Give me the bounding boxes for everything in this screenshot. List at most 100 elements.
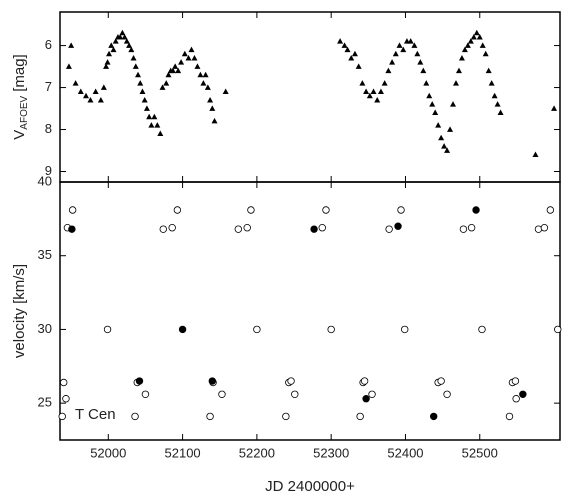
data-point xyxy=(169,67,176,74)
data-point xyxy=(392,50,399,57)
data-point xyxy=(444,147,451,153)
data-point xyxy=(511,377,520,385)
data-point xyxy=(178,325,187,334)
data-point xyxy=(110,46,117,53)
x-axis-title: JD 2400000+ xyxy=(265,478,355,495)
data-point xyxy=(356,412,364,421)
data-point xyxy=(467,224,476,232)
data-point xyxy=(123,38,130,44)
data-point xyxy=(130,54,137,61)
data-point xyxy=(168,224,176,232)
data-point xyxy=(310,225,318,233)
data-point xyxy=(473,29,480,36)
data-point xyxy=(178,59,185,65)
data-point xyxy=(62,395,70,403)
x-tick-label: 52400 xyxy=(387,445,423,460)
data-point xyxy=(172,63,179,69)
data-point xyxy=(426,92,433,99)
data-point xyxy=(327,325,335,334)
data-point xyxy=(103,325,112,334)
y-axis-title: velocity [km/s] xyxy=(11,264,28,358)
data-point xyxy=(247,206,255,214)
y-tick-label: 8 xyxy=(45,121,52,136)
data-point xyxy=(450,101,457,107)
data-point xyxy=(368,390,376,398)
data-point xyxy=(443,390,451,398)
data-point xyxy=(83,92,90,99)
data-point xyxy=(385,67,392,74)
data-point xyxy=(148,122,155,128)
data-point xyxy=(505,412,514,421)
data-point xyxy=(519,390,527,398)
data-point xyxy=(200,80,207,86)
y-tick-label: 40 xyxy=(38,173,52,188)
data-point xyxy=(112,38,119,44)
data-point xyxy=(181,50,188,57)
y-axis-title-subscript: AFOEV xyxy=(19,95,30,129)
data-point xyxy=(202,71,209,78)
data-point xyxy=(429,412,438,421)
data-point xyxy=(191,54,198,61)
data-point xyxy=(400,46,407,53)
data-point xyxy=(137,80,144,86)
data-point xyxy=(194,63,201,69)
data-point xyxy=(68,225,76,233)
data-point xyxy=(546,206,555,214)
data-point xyxy=(512,395,520,403)
data-point xyxy=(452,80,459,86)
data-point xyxy=(175,67,182,74)
data-point xyxy=(197,71,204,78)
data-point xyxy=(441,143,448,149)
data-point xyxy=(135,377,144,385)
data-point xyxy=(287,377,295,385)
data-point xyxy=(374,96,381,103)
data-point xyxy=(143,105,150,111)
data-point xyxy=(488,80,495,86)
data-point xyxy=(414,50,421,57)
data-point xyxy=(165,71,172,78)
data-point xyxy=(207,96,214,103)
data-point xyxy=(121,33,128,40)
annotation: T Cen xyxy=(75,406,116,423)
plot-frame xyxy=(59,11,561,183)
y-tick-label: 9 xyxy=(45,163,52,178)
data-point xyxy=(385,225,393,233)
data-point xyxy=(370,88,377,95)
data-point xyxy=(77,88,84,95)
data-point xyxy=(185,54,192,61)
x-tick-label: 52100 xyxy=(165,445,201,460)
data-point xyxy=(389,59,396,65)
x-tick-label: 52200 xyxy=(239,445,275,460)
data-point xyxy=(401,325,409,334)
data-point xyxy=(218,390,226,398)
data-point xyxy=(497,109,504,116)
data-point xyxy=(355,63,362,69)
data-point xyxy=(429,101,436,107)
data-point xyxy=(139,88,146,95)
data-point xyxy=(154,122,161,128)
data-point xyxy=(461,46,468,53)
data-point xyxy=(253,325,261,334)
y-tick-label: 30 xyxy=(38,321,52,336)
data-point xyxy=(206,412,214,421)
data-point xyxy=(540,224,549,232)
data-point xyxy=(234,225,243,233)
data-point xyxy=(100,84,107,90)
data-point xyxy=(208,377,217,385)
y-tick-label: 6 xyxy=(45,37,52,52)
data-point xyxy=(128,46,135,53)
data-point xyxy=(438,134,445,141)
data-point xyxy=(341,42,348,48)
data-point xyxy=(351,50,358,57)
x-tick-label: 52000 xyxy=(90,445,126,460)
data-point xyxy=(476,33,483,40)
data-point xyxy=(159,225,167,233)
data-point xyxy=(482,50,489,57)
data-point xyxy=(359,80,366,86)
y-tick-label: 25 xyxy=(38,395,52,410)
data-point xyxy=(423,80,430,86)
data-point xyxy=(146,113,153,120)
data-point xyxy=(447,126,454,132)
